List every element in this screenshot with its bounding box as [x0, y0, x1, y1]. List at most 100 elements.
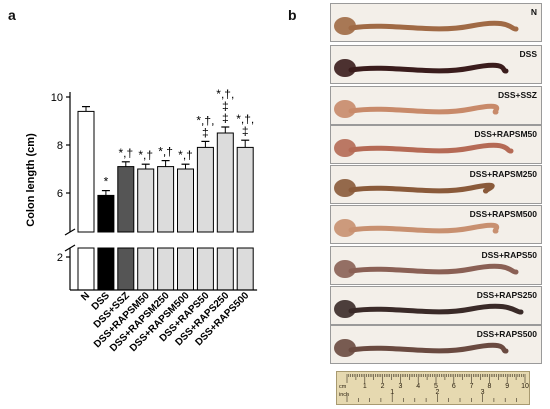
colon-photo-strip: DSS+RAPSM500 — [330, 205, 542, 244]
bar-DSS+RAPS50-upper — [196, 146, 214, 233]
colon-photo-strip: DSS+SSZ — [330, 86, 542, 125]
cecum-shape — [334, 59, 356, 77]
ruler-inch-number: 1 — [390, 389, 394, 396]
ruler-cm-number: 6 — [452, 383, 456, 390]
bar-DSS+RAPS500-upper — [236, 146, 254, 233]
bar-DSS+RAPSM500-upper — [177, 168, 194, 233]
ruler-inch-number: 3 — [481, 389, 485, 396]
colon-length-bar-chart: Colon length (cm) 26810N*DSS*,†DSS+SSZ*,… — [25, 87, 258, 354]
bar-DSS+SSZ-lower — [117, 247, 135, 291]
bar-DSS+RAPS250-upper — [216, 132, 234, 233]
photo-strip-label: DSS — [519, 49, 537, 59]
bar-break-band-DSS+RAPS500 — [236, 232, 255, 248]
significance-mark-DSS+SSZ-0: *,† — [118, 146, 133, 160]
bar-N-lower — [77, 247, 95, 291]
ruler-inch-label: inch — [339, 392, 349, 398]
colon-specimen-drawing — [334, 59, 509, 77]
ruler-cm-number: 7 — [470, 383, 474, 390]
colon-specimen-drawing — [334, 100, 500, 118]
colon-tube-shape — [348, 62, 509, 74]
significance-mark-DSS+RAPS500-1: *,†, — [236, 112, 254, 126]
colon-tube-shape — [348, 103, 500, 115]
significance-mark-DSS+RAPS50-1: *,†, — [196, 113, 214, 127]
photo-strip-label: DSS+RAPS500 — [476, 329, 537, 339]
significance-mark-DSS+RAPS250-1: ‡ — [222, 99, 229, 113]
colon-photo-strip: DSS+RAPSM250 — [330, 165, 542, 204]
significance-mark-DSS+RAPSM250-0: *,† — [158, 145, 173, 159]
photo-strip-label: DSS+RAPS250 — [476, 290, 537, 300]
photo-strip-label: DSS+RAPS50 — [481, 250, 537, 260]
bar-DSS+RAPS50-lower — [196, 247, 214, 291]
colon-photo-strip: DSS+RAPS500 — [330, 325, 542, 364]
cecum-shape — [334, 339, 356, 357]
photo-strip-label: DSS+SSZ — [498, 90, 537, 100]
colon-tube-shape — [348, 142, 514, 154]
ruler-cm-number: 9 — [505, 383, 509, 390]
colon-specimen-drawing — [334, 139, 514, 157]
scale-ruler: 1 2 3 4 5 6 7 8 9 10 cm 1 2 3 inch — [336, 371, 530, 405]
photo-strip-label: N — [530, 7, 537, 17]
bar-break-band-DSS+RAPSM250 — [156, 232, 175, 248]
y-tick-label-6: 6 — [57, 188, 63, 200]
bar-DSS+RAPSM250-upper — [157, 166, 175, 233]
ruler-cm-number: 4 — [416, 383, 420, 390]
cecum-shape — [334, 139, 356, 157]
bar-DSS+SSZ-upper — [117, 166, 135, 233]
colon-specimen-drawing — [334, 260, 519, 278]
bar-DSS+RAPSM50-upper — [137, 168, 155, 233]
bar-DSS-lower — [97, 247, 115, 291]
bar-DSS+RAPSM50-lower — [137, 247, 155, 291]
ruler-cm-number: 10 — [521, 383, 529, 390]
bar-break-band-N — [77, 232, 95, 248]
x-tick-label-N: N — [79, 290, 92, 303]
y-tick-label-10: 10 — [51, 92, 63, 104]
colon-tube-shape — [348, 222, 500, 234]
significance-mark-DSS+RAPS250-2: *,†, — [216, 87, 234, 101]
colon-specimen-drawing — [334, 179, 495, 197]
bar-break-band-DSS+RAPSM500 — [176, 232, 195, 248]
ruler-cm-number: 1 — [363, 383, 367, 390]
colon-photo-strip: N — [330, 3, 542, 42]
axis-break-mark-upper — [64, 228, 76, 236]
colon-tube-shape — [348, 182, 495, 194]
colon-specimen-drawing — [334, 339, 509, 357]
colon-tube-shape — [348, 342, 509, 354]
cecum-shape — [334, 260, 356, 278]
colon-photo-strip: DSS+RAPS250 — [330, 286, 542, 325]
colon-tube-shape — [348, 263, 519, 275]
bar-DSS+RAPSM250-lower — [157, 247, 175, 291]
cecum-shape — [334, 17, 356, 35]
colon-photo-strip: DSS — [330, 45, 542, 84]
bar-N-upper — [77, 110, 95, 233]
bar-DSS+RAPS500-lower — [236, 247, 254, 291]
bar-DSS-upper — [97, 194, 115, 233]
colon-specimen-drawing — [334, 17, 519, 35]
panel-b-letter: b — [288, 7, 297, 23]
y-tick-label-8: 8 — [57, 140, 63, 152]
ruler-inch-number: 2 — [435, 389, 439, 396]
photo-strip-label: DSS+RAPSM50 — [474, 129, 537, 139]
bar-break-band-DSS+RAPS250 — [216, 232, 235, 248]
ruler-cm-number: 3 — [398, 383, 402, 390]
significance-mark-DSS+RAPSM500-0: *,† — [178, 148, 193, 162]
colon-tube-shape — [348, 303, 524, 315]
colon-specimen-drawing — [334, 219, 500, 237]
bar-break-band-DSS+RAPSM50 — [136, 232, 155, 248]
significance-mark-DSS+RAPS50-0: ‡ — [202, 125, 209, 139]
bar-DSS+RAPS250-lower — [216, 247, 234, 291]
photo-strip-label: DSS+RAPSM500 — [469, 209, 537, 219]
photo-strip-label: DSS+RAPSM250 — [469, 169, 537, 179]
cecum-shape — [334, 219, 356, 237]
colon-photo-strip: DSS+RAPSM50 — [330, 125, 542, 164]
cecum-shape — [334, 100, 356, 118]
cecum-shape — [334, 300, 356, 318]
bar-break-band-DSS+SSZ — [116, 232, 135, 248]
significance-mark-DSS+RAPS250-0: ‡ — [222, 111, 229, 125]
bar-break-band-DSS — [96, 232, 115, 248]
cecum-shape — [334, 179, 356, 197]
significance-mark-DSS-0: * — [104, 175, 109, 189]
ruler-cm-number: 5 — [434, 383, 438, 390]
bar-DSS+RAPSM500-lower — [177, 247, 194, 291]
significance-mark-DSS+RAPSM50-0: *,† — [138, 148, 153, 162]
